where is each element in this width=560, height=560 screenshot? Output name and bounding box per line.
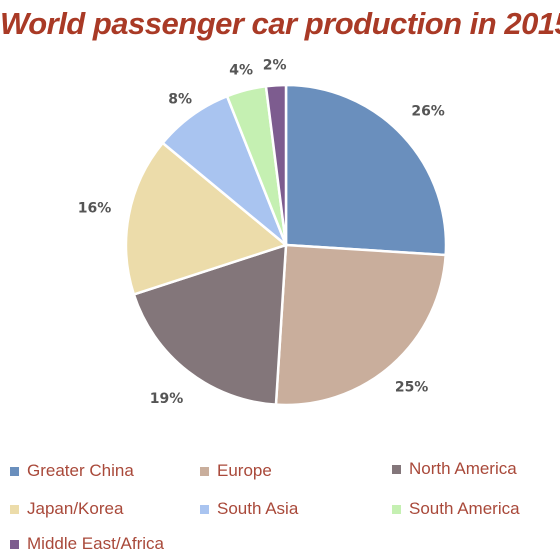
data-label: 19% [150,391,184,407]
data-label: 4% [229,63,253,79]
pie-slice-north-america [132,243,288,407]
pie-slice-japan-korea [124,141,289,297]
data-label: 25% [395,380,429,396]
data-label: 8% [168,91,192,107]
pie-slice-europe [274,243,448,407]
pie-slice-greater-china [284,83,448,257]
data-label: 26% [411,104,445,120]
pie-slice-middle-east-africa [264,83,288,246]
data-label: 16% [78,201,112,217]
data-label: 2% [263,57,287,73]
chart-title: World passenger car production in 2015 [0,6,560,41]
